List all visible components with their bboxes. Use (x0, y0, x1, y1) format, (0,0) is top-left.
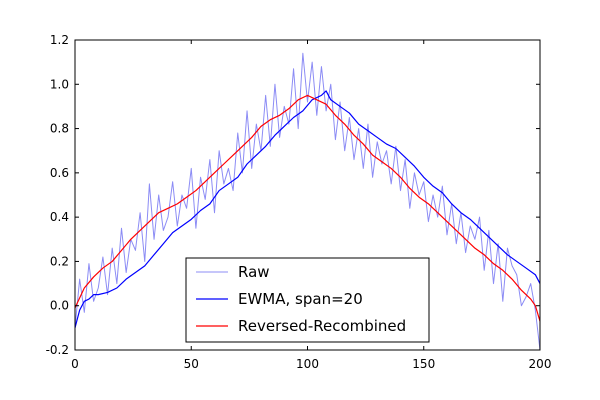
series-line-recombined (75, 94, 540, 322)
y-tick-label: 0.2 (50, 254, 69, 268)
plot-frame (74, 39, 541, 351)
y-tick-label: 0.4 (50, 210, 69, 224)
x-tick-label: 200 (529, 357, 552, 371)
x-tick-label: 150 (412, 357, 435, 371)
y-tick-label: 0.8 (50, 122, 69, 136)
y-tick-label: -0.2 (46, 343, 69, 357)
x-tick-label: 0 (71, 357, 79, 371)
legend-label-recombined: Reversed-Recombined (238, 317, 406, 335)
series-line-raw (75, 52, 540, 350)
x-tick-label: 100 (296, 357, 319, 371)
y-tick-label: 1.2 (50, 33, 69, 47)
legend-label-ewma: EWMA, span=20 (238, 290, 363, 308)
x-tick-label: 50 (184, 357, 199, 371)
series-layer (75, 52, 540, 350)
legend: Raw EWMA, span=20 Reversed-Recombined (185, 257, 430, 343)
y-tick-label: 0.6 (50, 166, 69, 180)
legend-label-raw: Raw (238, 263, 270, 281)
ticks-layer: 0 50 100 150 200 -0.2 0.0 0.2 0.4 0.6 0.8 1.0 1.2 (46, 33, 552, 371)
y-tick-label: 1.0 (50, 77, 69, 91)
y-tick-label: 0.0 (50, 299, 69, 313)
series-line-ewma (75, 90, 540, 329)
